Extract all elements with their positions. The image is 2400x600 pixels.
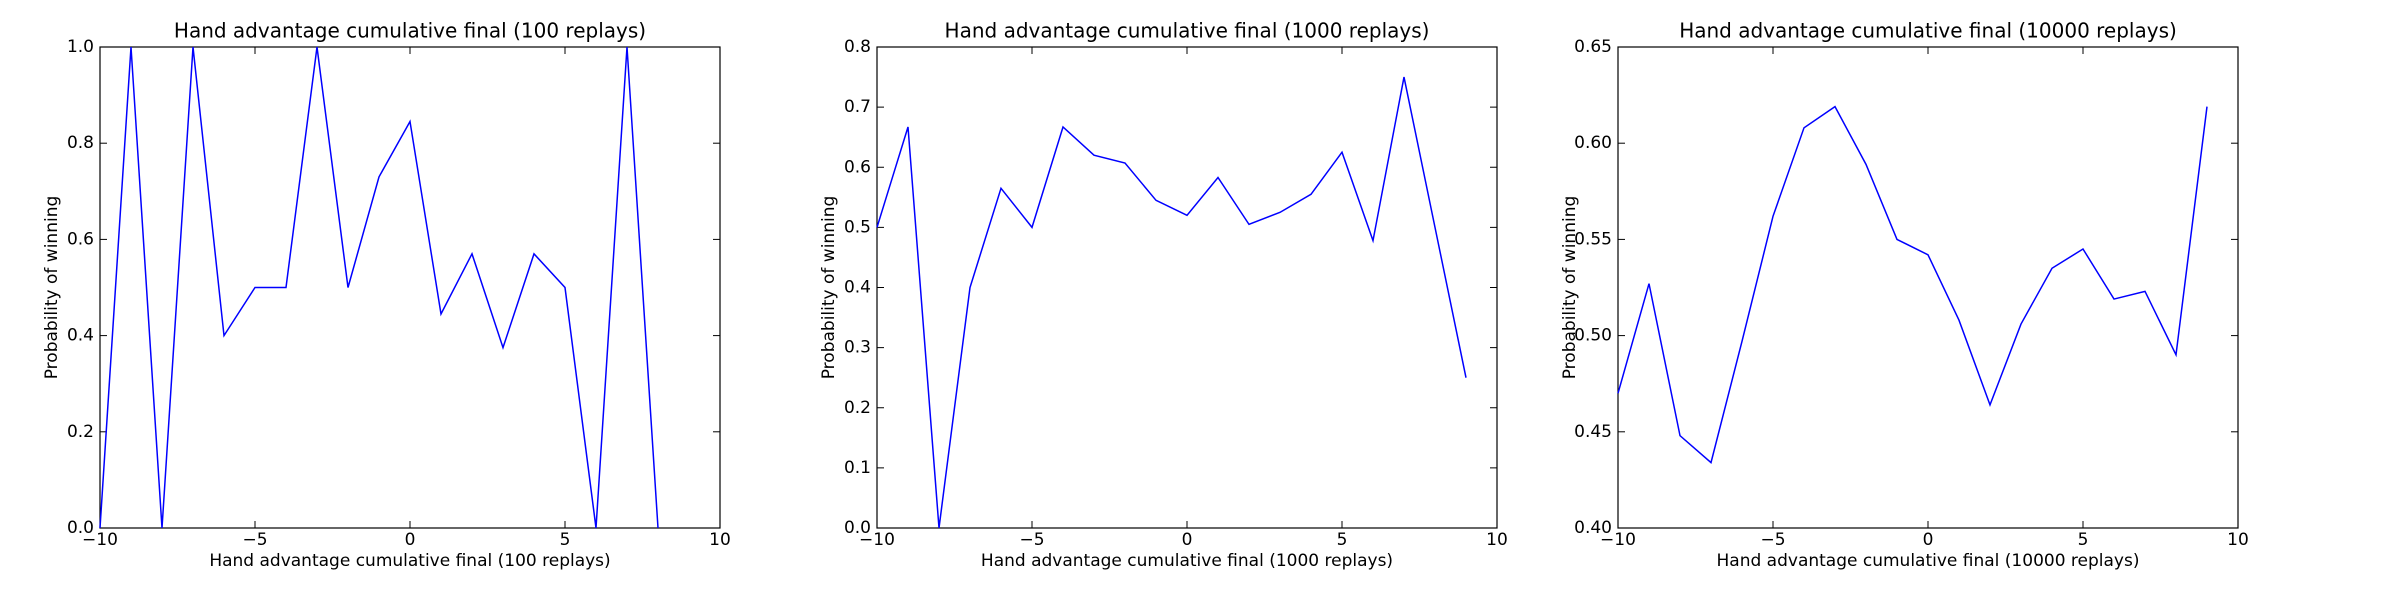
y-tick-label: 1.0 bbox=[67, 37, 94, 57]
x-axis-label: Hand advantage cumulative final (100 rep… bbox=[209, 551, 610, 571]
x-tick-label: 0 bbox=[1923, 530, 1934, 550]
y-tick-label: 0.45 bbox=[1574, 422, 1612, 442]
x-tick-label: 10 bbox=[709, 530, 731, 550]
y-tick-label: 0.8 bbox=[844, 37, 871, 57]
x-tick-label: −10 bbox=[82, 530, 118, 550]
y-tick-label: 0.4 bbox=[67, 326, 94, 346]
x-tick-label: −5 bbox=[1760, 530, 1785, 550]
x-tick-label: −5 bbox=[1019, 530, 1044, 550]
x-tick-label: 5 bbox=[1337, 530, 1348, 550]
y-tick-label: 0.2 bbox=[844, 398, 871, 418]
y-tick-label: 0.5 bbox=[844, 217, 871, 237]
x-tick-label: −10 bbox=[859, 530, 895, 550]
x-axis-label: Hand advantage cumulative final (10000 r… bbox=[1717, 551, 2140, 571]
chart-title: Hand advantage cumulative final (1000 re… bbox=[945, 19, 1430, 43]
x-tick-label: −5 bbox=[242, 530, 267, 550]
y-tick-label: 0.50 bbox=[1574, 326, 1612, 346]
y-axis-label: Probability of winning bbox=[1560, 196, 1580, 380]
y-tick-label: 0.2 bbox=[67, 422, 94, 442]
data-line bbox=[1617, 105, 2208, 464]
y-tick-label: 0.40 bbox=[1574, 518, 1612, 538]
y-axis-label: Probability of winning bbox=[42, 196, 62, 380]
x-tick-label: 10 bbox=[1486, 530, 1508, 550]
x-tick-label: −10 bbox=[1600, 530, 1636, 550]
plot-frame bbox=[1617, 46, 2239, 529]
y-tick-label: 0.65 bbox=[1574, 37, 1612, 57]
y-tick-label: 0.60 bbox=[1574, 133, 1612, 153]
y-tick-label: 0.4 bbox=[844, 278, 871, 298]
y-tick-label: 0.6 bbox=[844, 157, 871, 177]
y-tick-label: 0.8 bbox=[67, 133, 94, 153]
y-tick-label: 0.0 bbox=[844, 518, 871, 538]
x-tick-label: 0 bbox=[1182, 530, 1193, 550]
data-line bbox=[99, 46, 659, 529]
y-tick-label: 0.55 bbox=[1574, 229, 1612, 249]
y-tick-label: 0.0 bbox=[67, 518, 94, 538]
y-tick-label: 0.3 bbox=[844, 338, 871, 358]
chart-title: Hand advantage cumulative final (10000 r… bbox=[1679, 19, 2177, 43]
x-axis-label: Hand advantage cumulative final (1000 re… bbox=[981, 551, 1393, 571]
y-axis-label: Probability of winning bbox=[819, 196, 839, 380]
plot-frame bbox=[99, 46, 721, 529]
data-line bbox=[876, 76, 1467, 529]
x-tick-label: 0 bbox=[405, 530, 416, 550]
y-tick-label: 0.7 bbox=[844, 97, 871, 117]
x-tick-label: 5 bbox=[2078, 530, 2089, 550]
y-tick-label: 0.6 bbox=[67, 229, 94, 249]
chart-title: Hand advantage cumulative final (100 rep… bbox=[174, 19, 646, 43]
x-tick-label: 10 bbox=[2227, 530, 2249, 550]
x-tick-label: 5 bbox=[560, 530, 571, 550]
y-tick-label: 0.1 bbox=[844, 458, 871, 478]
